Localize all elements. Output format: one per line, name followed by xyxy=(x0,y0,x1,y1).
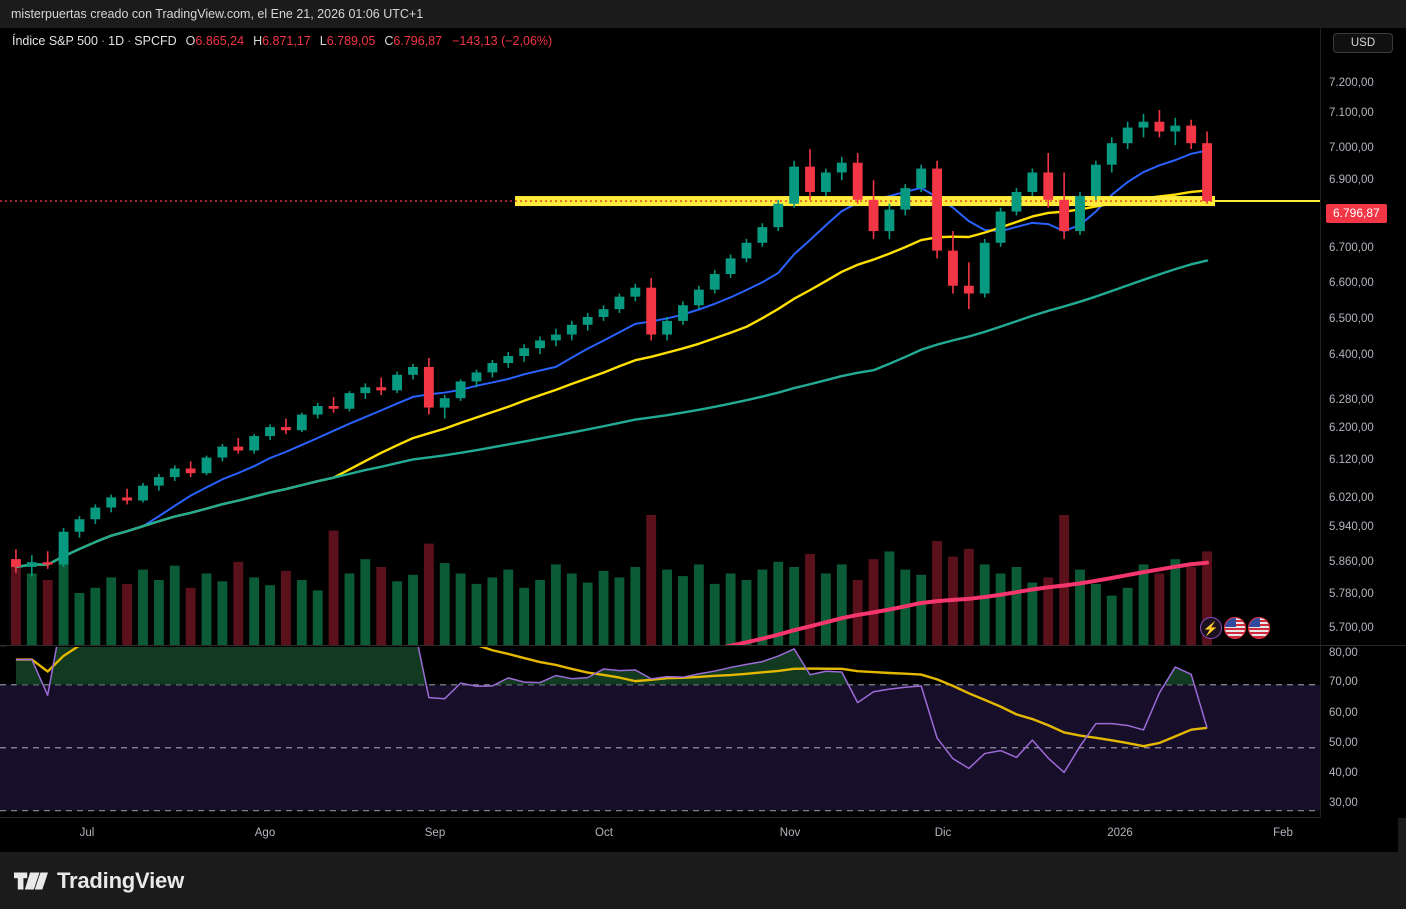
price-tick: 5.780,00 xyxy=(1329,588,1374,600)
rsi-tick: 30,00 xyxy=(1329,797,1358,809)
price-tick: 6.020,00 xyxy=(1329,492,1374,504)
legend-close-label: C xyxy=(384,34,394,48)
price-pane[interactable] xyxy=(0,28,1320,645)
us-flag-badge-2[interactable] xyxy=(1248,617,1270,639)
ma-yellow xyxy=(14,189,1209,569)
legend-high-label: H xyxy=(253,34,263,48)
time-tick: Nov xyxy=(779,827,801,839)
tradingview-wordmark: TradingView xyxy=(57,868,184,893)
price-tick: 7.100,00 xyxy=(1329,107,1374,119)
legend-low-value: 6.789,05 xyxy=(326,34,376,48)
time-axis[interactable]: Jul Ago Sep Oct Nov Dic 2026 Feb xyxy=(0,818,1320,852)
price-tick: 5.940,00 xyxy=(1329,521,1374,533)
price-chart-canvas xyxy=(0,110,1320,645)
price-tick: 6.120,00 xyxy=(1329,454,1374,466)
currency-badge[interactable]: USD xyxy=(1333,33,1393,53)
time-tick: 2026 xyxy=(1107,827,1133,839)
rsi-tick: 40,00 xyxy=(1329,767,1358,779)
tradingview-logo-icon xyxy=(14,872,48,890)
rsi-tick: 80,00 xyxy=(1329,647,1358,659)
time-tick: Oct xyxy=(595,827,613,839)
price-tick: 6.700,00 xyxy=(1329,242,1374,254)
event-badges[interactable]: ⚡ xyxy=(1200,617,1270,639)
legend-open-label: O xyxy=(185,34,196,48)
rsi-pane[interactable] xyxy=(0,647,1320,817)
tradingview-logo[interactable]: TradingView xyxy=(14,868,184,894)
rsi-tick: 70,00 xyxy=(1329,676,1358,688)
scale-divider xyxy=(1320,645,1406,646)
rsi-line xyxy=(15,647,1208,774)
attribution-bar: misterpuertas creado con TradingView.com… xyxy=(0,0,1406,28)
price-scale[interactable]: 7.200,00 7.100,00 7.000,00 6.900,00 6.700,00… xyxy=(1320,28,1406,818)
legend-symbol[interactable]: Índice S&P 500 xyxy=(12,34,98,48)
ma-blue xyxy=(14,149,1209,568)
legend-exchange: SPCFD xyxy=(134,34,177,48)
rsi-tick: 50,00 xyxy=(1329,737,1358,749)
legend-open-value: 6.865,24 xyxy=(195,34,245,48)
price-tick: 6.500,00 xyxy=(1329,313,1374,325)
legend-change: −143,13 (−2,06%) xyxy=(452,34,553,48)
legend-high-value: 6.871,17 xyxy=(262,34,311,48)
price-tick: 6.900,00 xyxy=(1329,174,1374,186)
time-tick: Dic xyxy=(934,827,952,839)
ma-green xyxy=(14,259,1209,569)
legend-sep-1: · xyxy=(100,34,106,48)
price-tick: 7.200,00 xyxy=(1329,77,1374,89)
price-tick: 6.400,00 xyxy=(1329,349,1374,361)
price-tick: 7.000,00 xyxy=(1329,142,1374,154)
lightning-badge[interactable]: ⚡ xyxy=(1200,617,1222,639)
footer-bar xyxy=(0,852,1406,909)
time-axis-divider xyxy=(0,817,1320,818)
current-price-tag: 6.796,87 xyxy=(1326,204,1387,223)
price-tick: 5.860,00 xyxy=(1329,556,1374,568)
volume-bars xyxy=(11,515,1212,645)
price-tick: 6.200,00 xyxy=(1329,422,1374,434)
rsi-ma-line xyxy=(15,647,1208,748)
time-tick: Feb xyxy=(1273,827,1293,839)
legend-sep-2: · xyxy=(127,34,132,48)
rsi-tick: 60,00 xyxy=(1329,707,1358,719)
ma-pink xyxy=(723,560,1210,645)
legend-close-value: 6.796,87 xyxy=(393,34,443,48)
us-flag-badge-1[interactable] xyxy=(1224,617,1246,639)
chart-legend[interactable]: Índice S&P 500 · 1D · SPCFD O6.865,24 H6.871,1… xyxy=(12,33,552,49)
price-tick: 6.280,00 xyxy=(1329,394,1374,406)
time-tick: Sep xyxy=(424,827,446,839)
legend-interval[interactable]: 1D xyxy=(108,34,125,48)
flag-canton-icon xyxy=(1249,618,1260,627)
flag-canton-icon xyxy=(1225,618,1236,627)
rsi-overbought-fill xyxy=(15,647,1195,685)
lightning-icon: ⚡ xyxy=(1202,620,1220,636)
price-tick: 6.600,00 xyxy=(1329,277,1374,289)
time-tick: Jul xyxy=(79,827,95,839)
pane-divider xyxy=(0,645,1320,646)
price-tick: 5.700,00 xyxy=(1329,622,1374,634)
legend-low-label: L xyxy=(319,34,327,48)
time-tick: Ago xyxy=(254,827,276,839)
candlesticks xyxy=(11,110,1212,577)
rsi-chart-canvas xyxy=(0,647,1320,812)
